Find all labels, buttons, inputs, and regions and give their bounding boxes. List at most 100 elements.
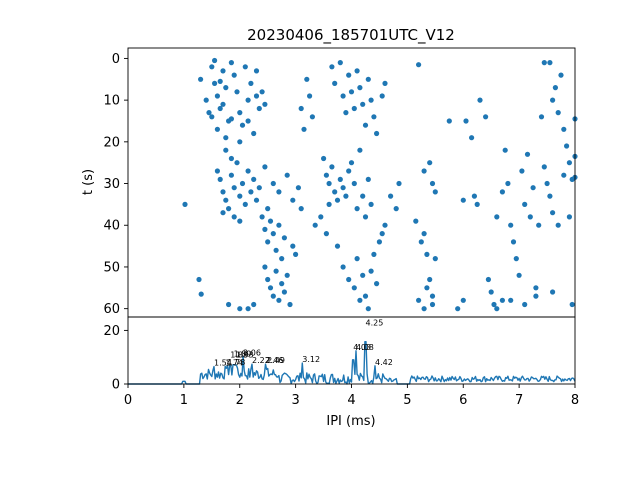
peak-label-13: 4.25 bbox=[366, 318, 384, 327]
raster-point-8 bbox=[214, 93, 220, 99]
raster-y-tick-label: 30 bbox=[103, 177, 120, 192]
raster-point-42 bbox=[231, 185, 237, 191]
raster-point-183 bbox=[505, 180, 511, 187]
raster-point-51 bbox=[256, 185, 262, 191]
raster-point-163 bbox=[427, 160, 433, 166]
raster-point-4 bbox=[203, 97, 209, 103]
raster-point-81 bbox=[287, 301, 293, 308]
raster-point-180 bbox=[494, 214, 500, 220]
raster-point-161 bbox=[432, 256, 438, 262]
raster-point-47 bbox=[245, 168, 251, 174]
raster-point-132 bbox=[374, 130, 380, 137]
raster-point-28 bbox=[223, 135, 229, 141]
raster-point-96 bbox=[318, 214, 324, 220]
raster-point-128 bbox=[362, 122, 369, 128]
raster-point-193 bbox=[533, 285, 539, 291]
raster-point-188 bbox=[519, 168, 525, 174]
histogram-y-tick-label: 20 bbox=[103, 324, 120, 339]
raster-point-218 bbox=[508, 297, 514, 303]
raster-point-120 bbox=[340, 93, 346, 99]
peak-label-4: 1.89 bbox=[234, 350, 252, 359]
raster-point-107 bbox=[343, 193, 349, 199]
raster-point-58 bbox=[237, 218, 243, 224]
raster-point-129 bbox=[365, 76, 371, 82]
raster-point-87 bbox=[290, 197, 296, 203]
raster-point-60 bbox=[237, 306, 243, 312]
raster-point-18 bbox=[234, 89, 240, 95]
x-tick-label: 4 bbox=[347, 393, 355, 408]
raster-point-195 bbox=[538, 114, 545, 120]
raster-point-35 bbox=[262, 101, 268, 107]
raster-point-142 bbox=[362, 293, 369, 299]
histogram-series-line bbox=[128, 341, 576, 385]
raster-point-29 bbox=[237, 139, 243, 145]
raster-point-6 bbox=[209, 64, 215, 70]
x-tick-label: 6 bbox=[459, 393, 467, 408]
raster-point-208 bbox=[547, 60, 553, 66]
raster-point-133 bbox=[379, 93, 385, 99]
raster-point-175 bbox=[477, 97, 483, 103]
raster-point-134 bbox=[382, 80, 388, 86]
raster-point-119 bbox=[337, 60, 343, 66]
peak-label-10: 3.12 bbox=[302, 355, 320, 364]
raster-point-207 bbox=[541, 60, 547, 66]
raster-point-94 bbox=[309, 114, 315, 120]
raster-point-53 bbox=[265, 206, 271, 212]
raster-point-20 bbox=[239, 122, 246, 128]
raster-point-72 bbox=[262, 264, 268, 270]
raster-point-85 bbox=[276, 189, 282, 195]
raster-point-146 bbox=[374, 281, 380, 287]
raster-point-91 bbox=[301, 126, 307, 132]
raster-point-149 bbox=[382, 222, 388, 228]
peak-label-14: 4.42 bbox=[375, 358, 393, 367]
raster-point-224 bbox=[446, 118, 452, 124]
raster-point-38 bbox=[220, 189, 226, 195]
raster-point-23 bbox=[248, 80, 254, 86]
raster-point-41 bbox=[228, 172, 234, 178]
raster-point-67 bbox=[270, 231, 276, 237]
raster-point-86 bbox=[284, 172, 290, 178]
raster-point-182 bbox=[502, 147, 508, 153]
raster-point-154 bbox=[413, 218, 419, 224]
raster-point-150 bbox=[388, 193, 394, 199]
raster-point-162 bbox=[421, 168, 427, 174]
raster-point-1 bbox=[196, 276, 202, 283]
raster-point-174 bbox=[474, 201, 480, 207]
histogram-panel: 1.541.741.781.831.891.932.062.222.462.49… bbox=[103, 316, 579, 429]
raster-point-0 bbox=[182, 201, 188, 207]
raster-point-90 bbox=[298, 105, 304, 112]
raster-point-102 bbox=[329, 164, 335, 170]
raster-point-57 bbox=[231, 214, 237, 220]
raster-point-13 bbox=[228, 60, 234, 66]
peak-label-6: 2.06 bbox=[243, 348, 261, 357]
raster-point-157 bbox=[424, 251, 430, 257]
raster-panel: 20230406_185701UTC_V12 0 10 20 30 40 50 60 t (… bbox=[81, 26, 578, 318]
raster-point-138 bbox=[351, 285, 357, 291]
raster-point-83 bbox=[293, 251, 299, 257]
peak-label-11: 4.03 bbox=[353, 343, 371, 352]
raster-point-202 bbox=[558, 72, 564, 78]
raster-point-75 bbox=[270, 293, 276, 299]
raster-point-43 bbox=[234, 160, 240, 166]
raster-point-131 bbox=[371, 114, 377, 120]
raster-point-117 bbox=[329, 64, 335, 70]
raster-point-56 bbox=[220, 210, 226, 216]
raster-point-65 bbox=[265, 239, 271, 245]
raster-point-14 bbox=[209, 114, 215, 120]
raster-point-189 bbox=[522, 201, 528, 207]
raster-point-88 bbox=[295, 185, 301, 191]
raster-point-24 bbox=[251, 130, 257, 137]
raster-point-217 bbox=[499, 297, 505, 303]
raster-point-34 bbox=[253, 93, 260, 99]
peak-label-1: 1.74 bbox=[225, 358, 243, 367]
raster-point-106 bbox=[340, 185, 346, 191]
raster-point-185 bbox=[510, 239, 517, 245]
raster-point-139 bbox=[354, 256, 360, 262]
raster-point-112 bbox=[357, 147, 363, 153]
raster-point-70 bbox=[279, 256, 285, 262]
raster-point-2 bbox=[198, 291, 204, 297]
raster-point-73 bbox=[265, 276, 271, 283]
raster-point-115 bbox=[365, 176, 371, 182]
raster-point-69 bbox=[276, 222, 282, 228]
